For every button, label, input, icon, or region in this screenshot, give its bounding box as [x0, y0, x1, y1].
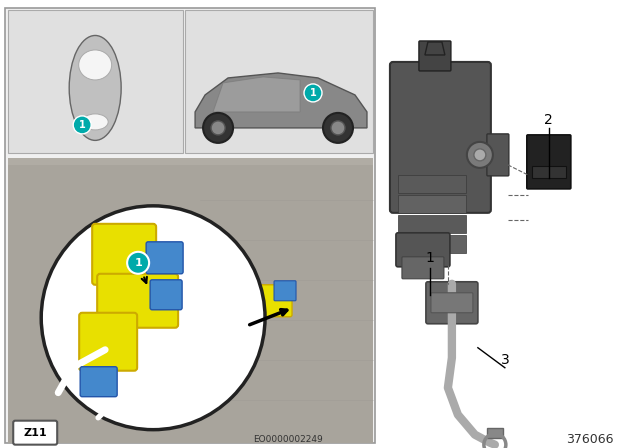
Bar: [398, 215, 466, 233]
Circle shape: [304, 84, 322, 102]
Text: 2: 2: [545, 113, 553, 127]
FancyBboxPatch shape: [79, 313, 137, 370]
Bar: [5, 8, 375, 443]
FancyBboxPatch shape: [426, 282, 478, 324]
FancyBboxPatch shape: [431, 293, 473, 313]
FancyBboxPatch shape: [527, 135, 571, 189]
FancyBboxPatch shape: [390, 62, 491, 213]
FancyBboxPatch shape: [487, 134, 509, 176]
FancyBboxPatch shape: [253, 285, 292, 317]
Text: 1: 1: [134, 258, 142, 268]
FancyBboxPatch shape: [274, 281, 296, 301]
Bar: [8, 10, 183, 153]
Circle shape: [331, 121, 345, 135]
Text: EO0000002249: EO0000002249: [253, 435, 323, 444]
Circle shape: [203, 113, 233, 143]
Bar: [398, 235, 466, 253]
Text: 3: 3: [500, 353, 509, 367]
Polygon shape: [213, 77, 300, 112]
Bar: [532, 166, 566, 178]
FancyBboxPatch shape: [402, 257, 444, 279]
Circle shape: [323, 113, 353, 143]
Polygon shape: [195, 73, 367, 128]
Circle shape: [41, 206, 265, 430]
Text: 376066: 376066: [566, 433, 614, 446]
Text: 1: 1: [426, 251, 435, 265]
FancyBboxPatch shape: [419, 41, 451, 71]
Text: Z11: Z11: [24, 428, 47, 438]
FancyBboxPatch shape: [396, 233, 450, 267]
FancyBboxPatch shape: [150, 280, 182, 310]
Circle shape: [127, 252, 149, 274]
Bar: [398, 175, 466, 193]
Bar: [398, 195, 466, 213]
Bar: [8, 158, 373, 443]
Circle shape: [211, 121, 225, 135]
Text: 1: 1: [310, 88, 316, 98]
FancyBboxPatch shape: [92, 224, 156, 285]
Bar: [487, 428, 503, 438]
Ellipse shape: [82, 114, 108, 130]
FancyBboxPatch shape: [146, 242, 183, 274]
FancyBboxPatch shape: [97, 274, 178, 328]
FancyBboxPatch shape: [13, 421, 57, 445]
Circle shape: [467, 142, 493, 168]
Polygon shape: [8, 165, 373, 443]
Circle shape: [73, 116, 91, 134]
Bar: [185, 10, 373, 153]
Circle shape: [474, 149, 486, 161]
Ellipse shape: [79, 50, 111, 80]
Text: 1: 1: [79, 120, 86, 130]
Polygon shape: [425, 42, 445, 55]
Ellipse shape: [69, 35, 121, 140]
FancyBboxPatch shape: [80, 367, 117, 396]
